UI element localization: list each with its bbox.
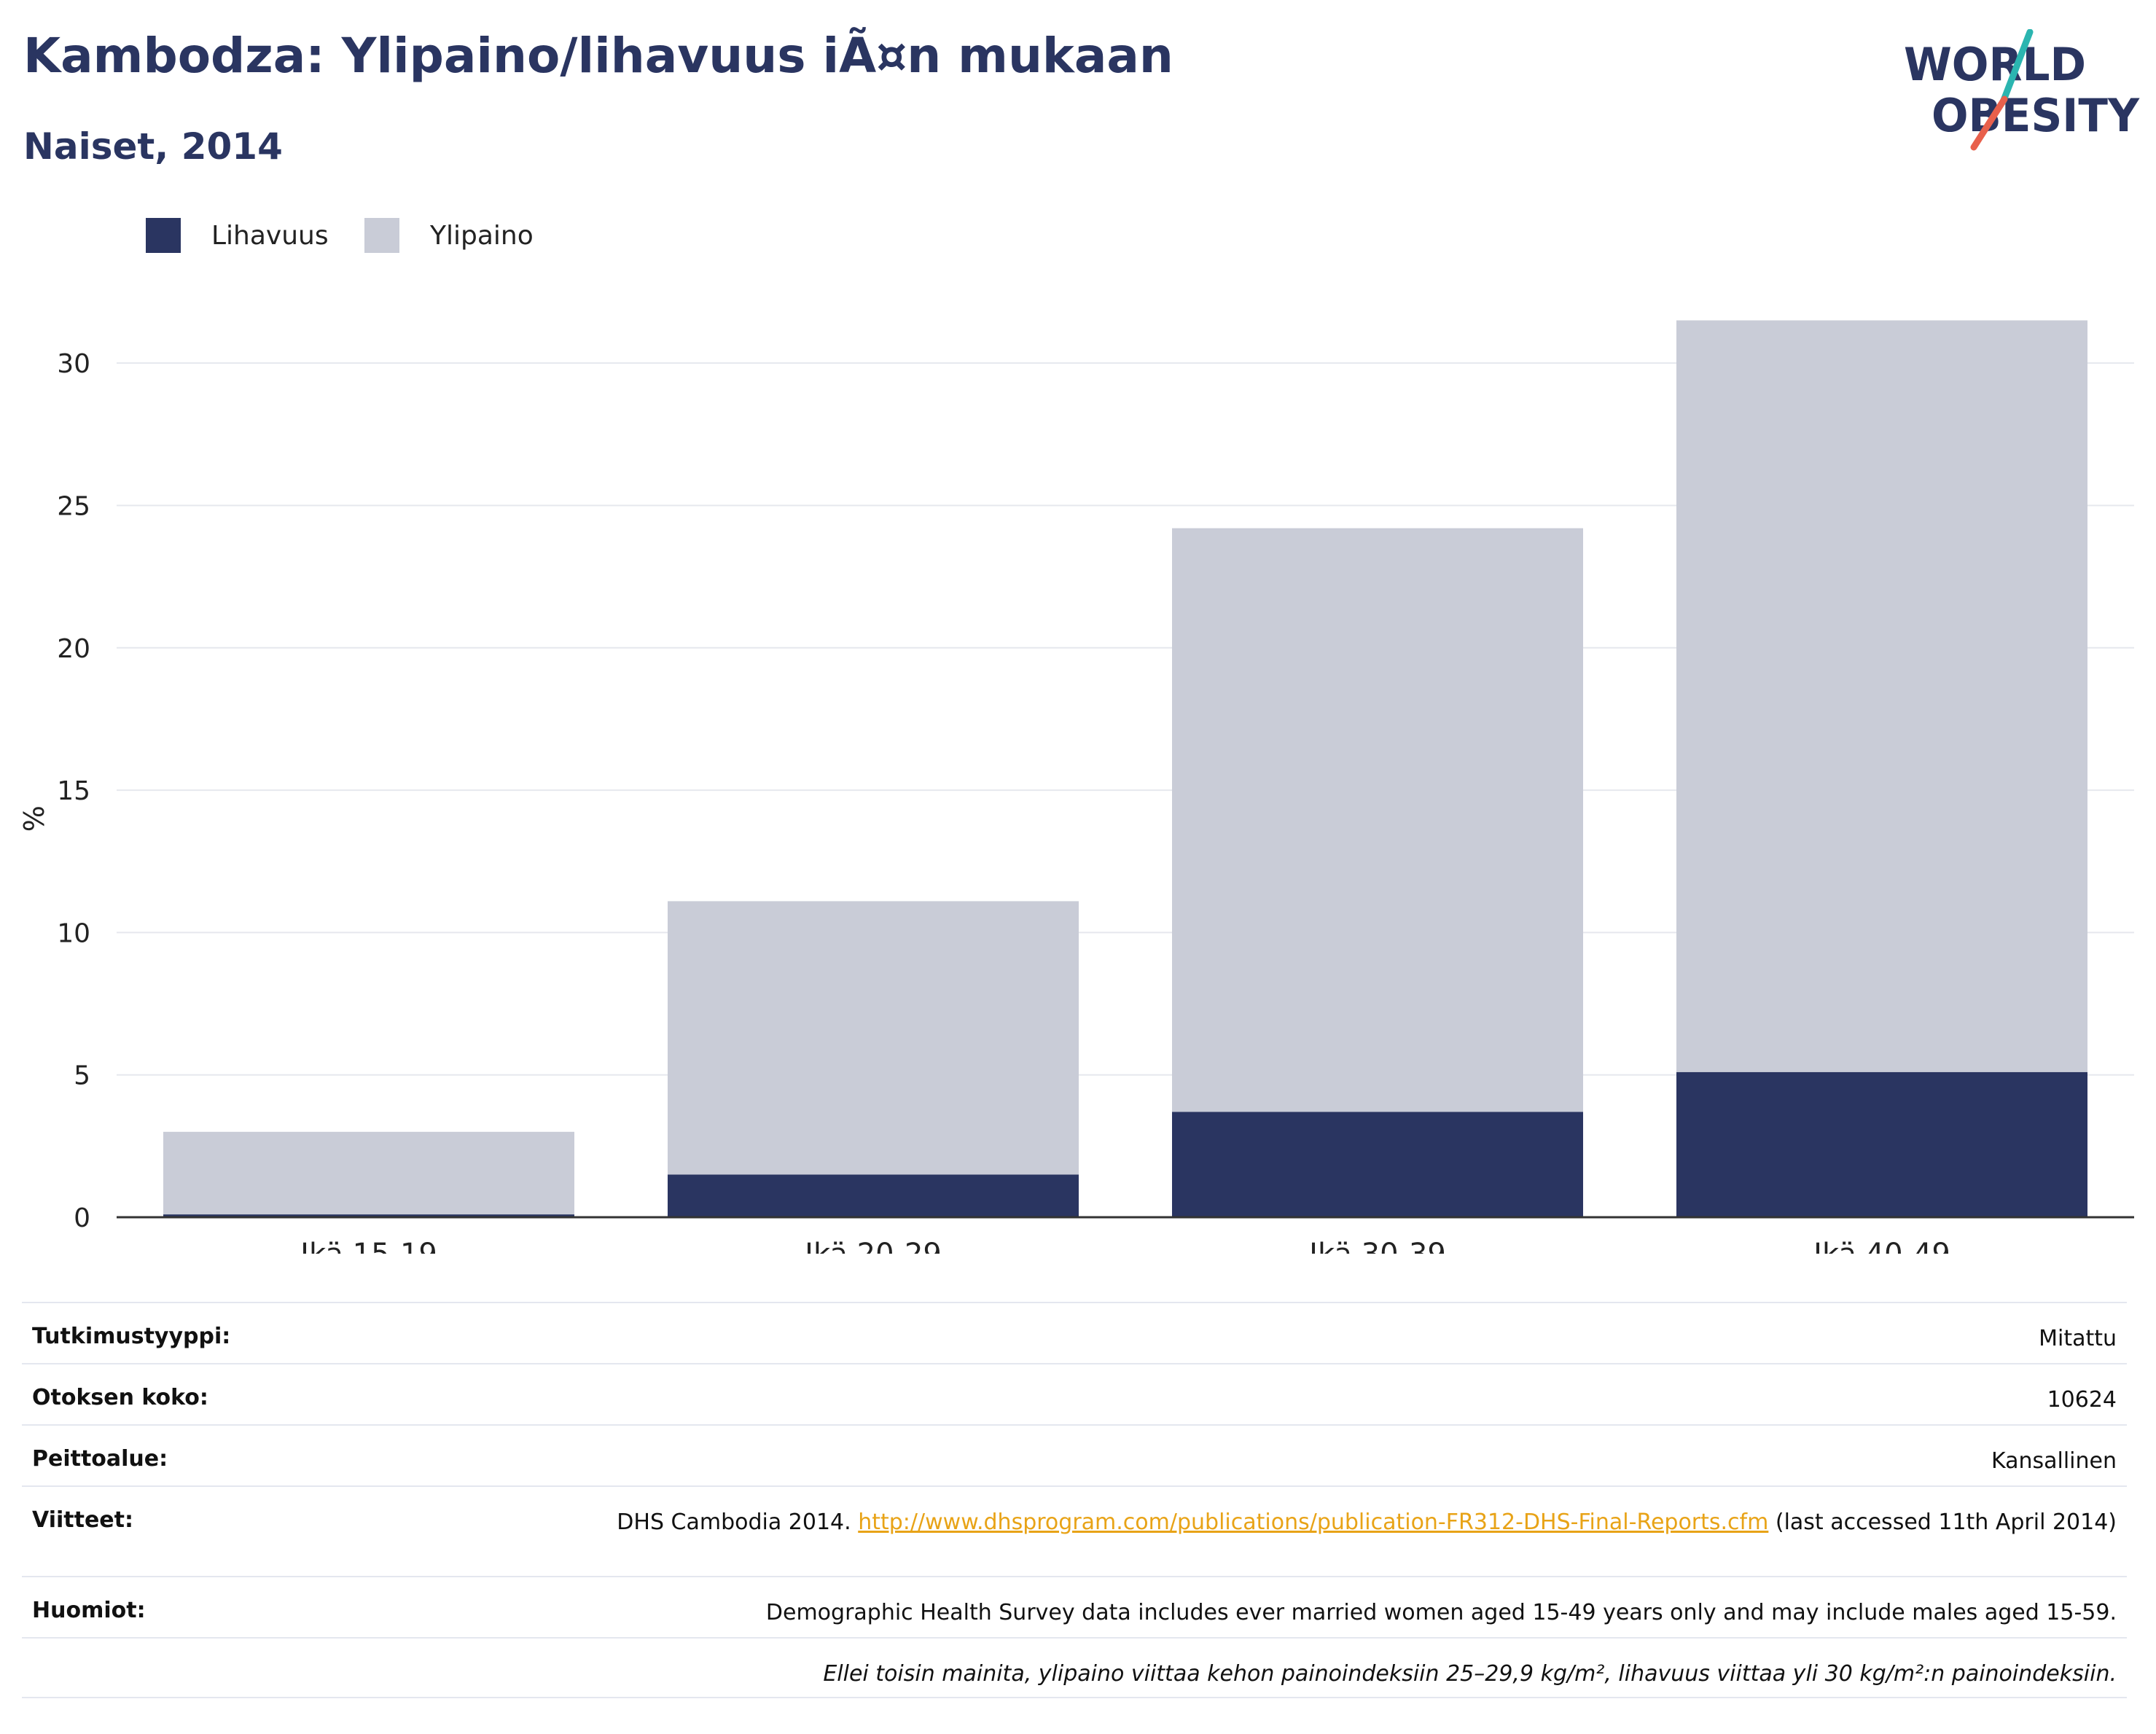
world-obesity-logo: WORLD OBESITY bbox=[1904, 29, 2140, 151]
x-tick-label: Ikä 30-39 bbox=[1309, 1238, 1446, 1254]
chart-subtitle: Naiset, 2014 bbox=[23, 125, 283, 168]
legend-swatch-lihavuus bbox=[146, 218, 181, 253]
meta-row-notes: Huomiot: Demographic Health Survey data … bbox=[22, 1576, 2127, 1637]
bar-lihavuus-1 bbox=[163, 1214, 574, 1217]
meta-row-coverage: Peittoalue: Kansallinen bbox=[22, 1424, 2127, 1485]
bar-ylipaino-4 bbox=[1676, 320, 2087, 1072]
meta-key: Otoksen koko: bbox=[32, 1385, 208, 1410]
legend-item-ylipaino[interactable]: Ylipaino bbox=[364, 217, 534, 254]
y-tick-label: 0 bbox=[74, 1203, 90, 1233]
logo-slash-coral bbox=[1970, 95, 2008, 151]
meta-key: Huomiot: bbox=[32, 1598, 146, 1623]
meta-key: Viitteet: bbox=[32, 1507, 133, 1533]
y-tick-label: 30 bbox=[57, 349, 90, 379]
reference-link[interactable]: http://www.dhsprogram.com/publications/p… bbox=[858, 1510, 1769, 1535]
x-tick-label: Ikä 20-29 bbox=[805, 1238, 942, 1254]
x-tick-label: Ikä 15-19 bbox=[300, 1238, 437, 1254]
bar-lihavuus-3 bbox=[1172, 1112, 1583, 1217]
chart-title: Kambodza: Ylipaino/lihavuus iÃ¤n mukaan bbox=[23, 28, 1173, 84]
meta-key: Peittoalue: bbox=[32, 1446, 168, 1472]
bar-ylipaino-2 bbox=[668, 901, 1079, 1175]
y-tick-label: 15 bbox=[57, 776, 90, 806]
metadata-table: Tutkimustyyppi: Mitattu Otoksen koko: 10… bbox=[22, 1302, 2127, 1698]
logo-line1: WORLD bbox=[1904, 38, 2086, 91]
y-tick-label: 20 bbox=[57, 634, 90, 664]
bar-lihavuus-2 bbox=[668, 1174, 1079, 1217]
meta-value: Kansallinen bbox=[1991, 1448, 2117, 1474]
y-tick-label: 10 bbox=[57, 918, 90, 948]
logo-slash-teal bbox=[1999, 29, 2034, 106]
bar-ylipaino-1 bbox=[163, 1131, 574, 1215]
meta-value: DHS Cambodia 2014. http://www.dhsprogram… bbox=[617, 1507, 2117, 1538]
reference-text: DHS Cambodia 2014. bbox=[617, 1510, 859, 1535]
meta-row-survey-type: Tutkimustyyppi: Mitattu bbox=[22, 1302, 2127, 1363]
x-tick-label: Ikä 40-49 bbox=[1813, 1238, 1950, 1254]
y-axis-label: % bbox=[18, 805, 50, 832]
bar-ylipaino-3 bbox=[1172, 528, 1583, 1112]
meta-row-references: Viitteet: DHS Cambodia 2014. http://www.… bbox=[22, 1485, 2127, 1576]
legend-item-lihavuus[interactable]: Lihavuus bbox=[146, 217, 329, 254]
meta-value: 10624 bbox=[2047, 1387, 2117, 1413]
bar-lihavuus-4 bbox=[1676, 1071, 2087, 1217]
meta-row-sample-size: Otoksen koko: 10624 bbox=[22, 1363, 2127, 1424]
stacked-bar-chart: 0 5 10 15 20 25 30% Ikä 15-19 Ikä 20-29 Ikä 30-39… bbox=[18, 320, 2134, 1254]
logo-line2: OBESITY bbox=[1932, 89, 2140, 142]
meta-row-definition-note: Ellei toisin mainita, ylipaino viittaa k… bbox=[22, 1637, 2127, 1698]
meta-value-definition: Ellei toisin mainita, ylipaino viittaa k… bbox=[823, 1661, 2117, 1687]
y-tick-label: 5 bbox=[74, 1061, 90, 1091]
y-tick-label: 25 bbox=[57, 491, 90, 521]
meta-key: Tutkimustyyppi: bbox=[32, 1324, 231, 1349]
reference-accessed: (last accessed 11th April 2014) bbox=[1768, 1510, 2117, 1535]
legend-label-ylipaino: Ylipaino bbox=[430, 220, 534, 251]
meta-value: Demographic Health Survey data includes … bbox=[765, 1600, 2117, 1625]
legend-label-lihavuus: Lihavuus bbox=[211, 220, 329, 251]
meta-value: Mitattu bbox=[2039, 1326, 2117, 1351]
legend-swatch-ylipaino bbox=[364, 218, 399, 253]
